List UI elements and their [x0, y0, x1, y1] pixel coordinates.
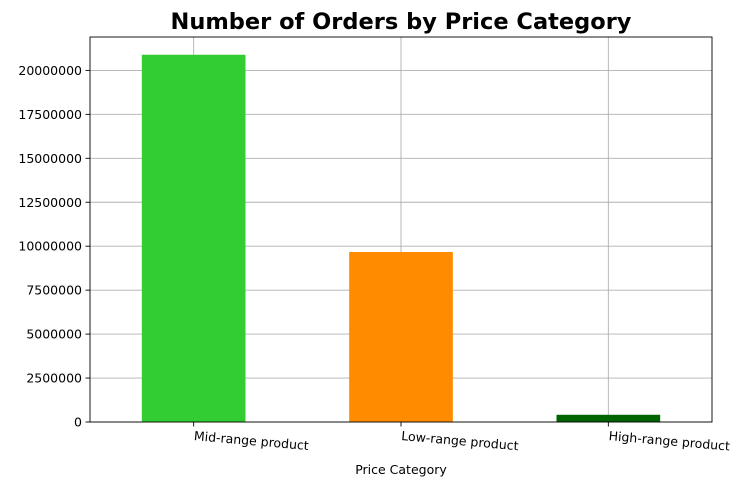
x-tick-label: Mid-range product [193, 428, 309, 453]
y-tick-label: 0 [74, 415, 82, 430]
y-tick-label: 5000000 [26, 327, 82, 342]
x-axis-label: Price Category [355, 462, 447, 477]
y-tick-label: 7500000 [26, 283, 82, 298]
bar [141, 54, 246, 422]
y-tick-label: 17500000 [18, 107, 82, 122]
bar [349, 252, 453, 422]
y-axis: 0 2500000 5000000 7500000 10000000 12500000 15… [18, 63, 90, 430]
bar [556, 414, 661, 422]
bars [141, 54, 661, 422]
x-tick-label: High-range product [608, 428, 731, 454]
y-tick-label: 10000000 [18, 239, 82, 254]
chart-title: Number of Orders by Price Category [171, 9, 632, 35]
y-tick-label: 2500000 [26, 371, 82, 386]
x-tick-label: Low-range product [401, 428, 519, 453]
y-tick-label: 15000000 [18, 151, 82, 166]
y-tick-label: 12500000 [18, 195, 82, 210]
x-axis: Mid-range product Low-range product High-r… [193, 422, 731, 454]
y-tick-label: 20000000 [18, 63, 82, 78]
